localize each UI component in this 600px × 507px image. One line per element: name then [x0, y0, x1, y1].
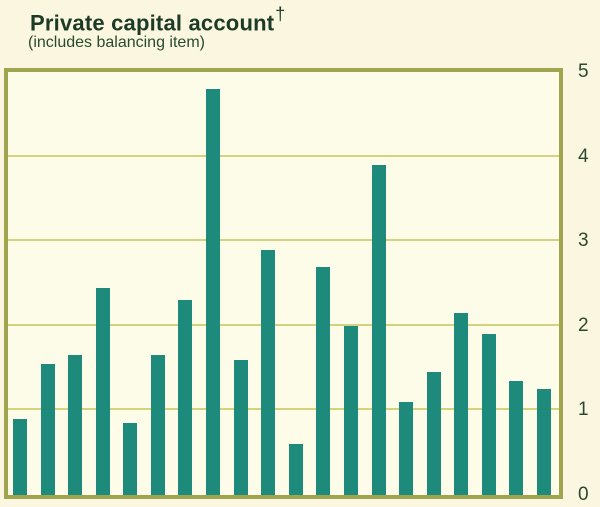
- bar: [288, 444, 303, 495]
- bar: [316, 266, 331, 495]
- gridlines: [8, 72, 559, 495]
- bar: [95, 287, 110, 495]
- bar: [343, 325, 358, 495]
- y-tick-label: 5: [578, 61, 589, 82]
- bar: [481, 334, 496, 495]
- bar: [40, 363, 55, 495]
- bar: [123, 423, 138, 495]
- bar: [178, 300, 193, 495]
- bar: [13, 418, 27, 495]
- bar: [206, 88, 221, 495]
- y-tick-label: 3: [578, 230, 589, 252]
- gridline: [8, 154, 559, 157]
- bar: [509, 380, 524, 495]
- y-axis-labels: 5 4 3 2 1 0: [578, 0, 600, 507]
- bar: [233, 359, 248, 495]
- bar: [454, 313, 469, 495]
- bar: [536, 389, 551, 495]
- chart-subtitle: (includes balancing item): [28, 34, 205, 51]
- y-tick-label: 2: [578, 314, 589, 336]
- bar: [399, 401, 414, 495]
- y-tick-label: 0: [578, 484, 589, 505]
- gridline: [8, 323, 559, 326]
- gridline: [8, 239, 559, 242]
- chart-plot-area: [4, 68, 563, 499]
- bars: [8, 72, 559, 495]
- bar: [150, 355, 165, 495]
- bar: [426, 372, 441, 495]
- y-tick-label: 1: [578, 399, 589, 421]
- chart-title: Private capital account†: [30, 4, 286, 36]
- y-tick-label: 4: [578, 145, 589, 167]
- chart-title-text: Private capital account: [30, 10, 275, 36]
- gridline: [8, 408, 559, 411]
- bar: [261, 249, 276, 495]
- bar: [68, 355, 83, 495]
- dagger-footnote-marker: †: [275, 4, 286, 24]
- bar: [371, 165, 386, 495]
